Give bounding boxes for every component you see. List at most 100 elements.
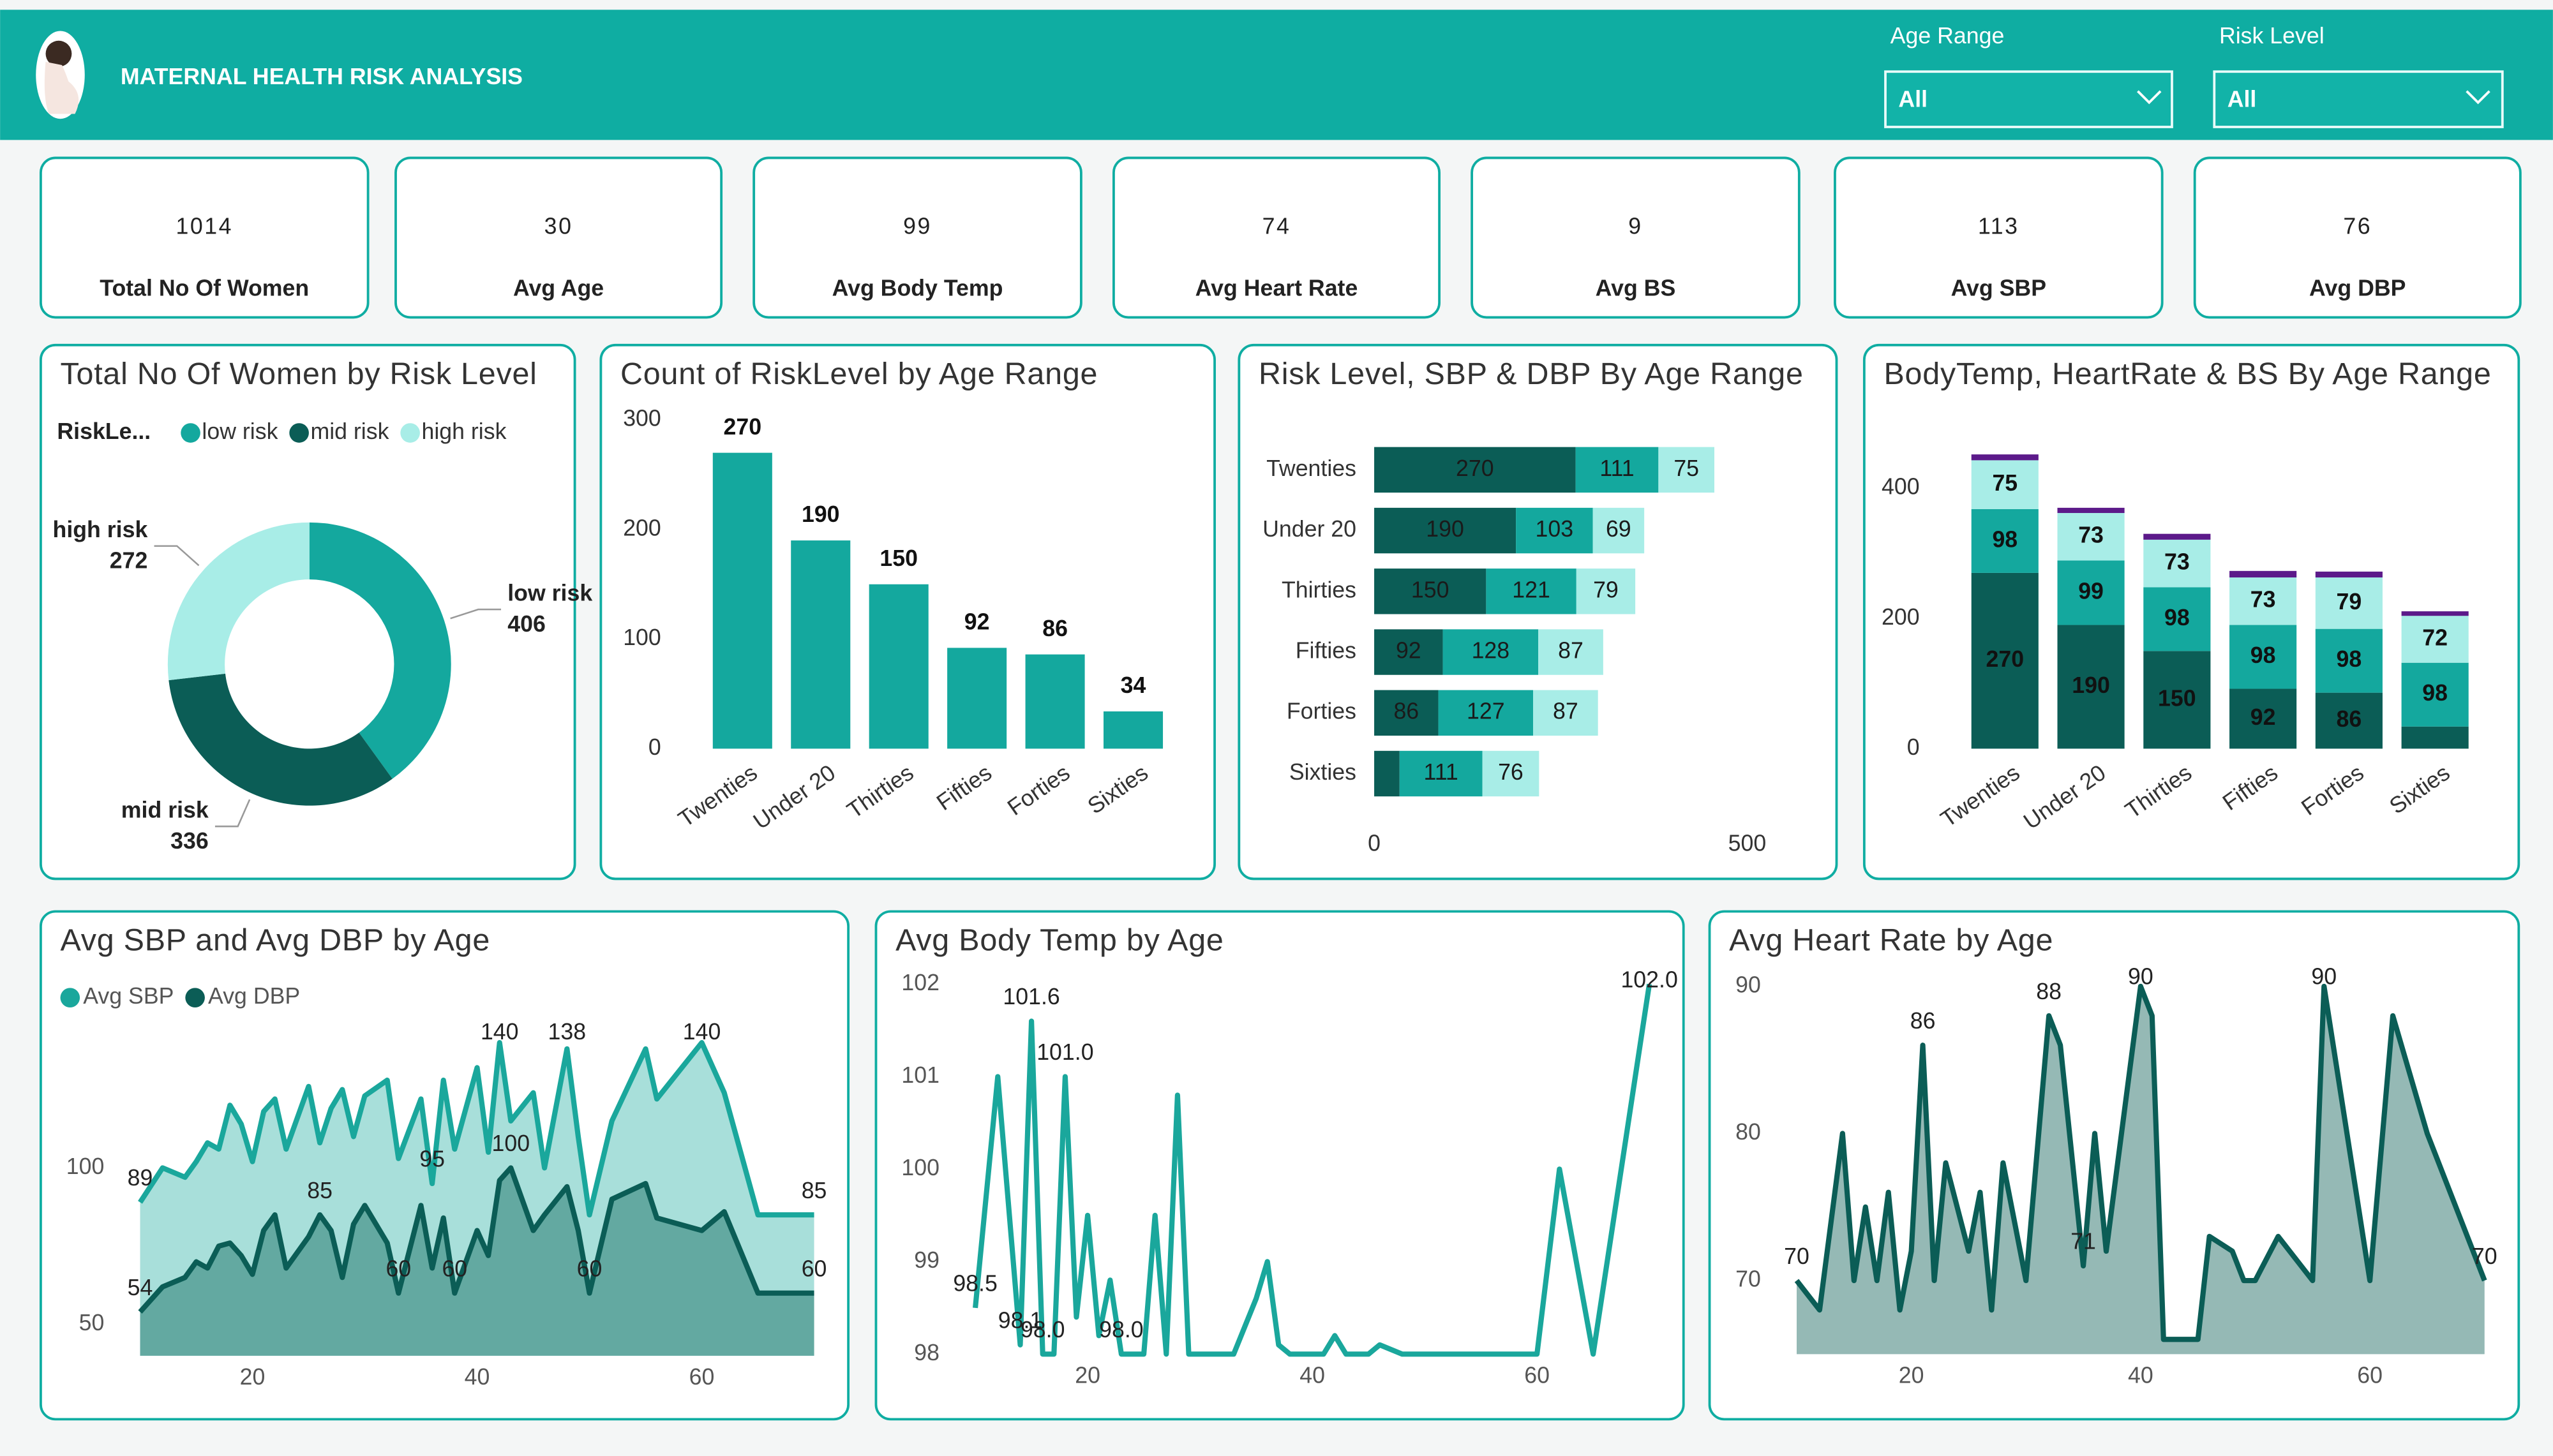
data-label: 89 bbox=[128, 1165, 153, 1191]
filter-label: Age Range bbox=[1890, 23, 2005, 48]
data-label: 102.0 bbox=[1621, 967, 1677, 993]
data-label: 92 bbox=[1396, 637, 1421, 663]
y-tick-label: Forties bbox=[1287, 699, 1356, 724]
x-tick-label: 40 bbox=[465, 1364, 490, 1390]
data-label: 98.0 bbox=[1099, 1317, 1144, 1342]
data-label: 99 bbox=[2078, 578, 2104, 604]
logo-icon bbox=[36, 31, 85, 119]
y-tick-label: Sixties bbox=[1289, 759, 1356, 785]
data-label: 54 bbox=[128, 1275, 153, 1300]
y-tick-label: 50 bbox=[79, 1310, 105, 1335]
bar-segment bbox=[2315, 571, 2383, 578]
data-label: 270 bbox=[1986, 646, 2025, 672]
bar bbox=[712, 452, 772, 749]
data-label: 111 bbox=[1424, 759, 1458, 785]
data-label: 98 bbox=[2250, 643, 2276, 668]
kpi-value: 30 bbox=[544, 214, 573, 239]
data-label: 92 bbox=[964, 609, 990, 635]
filter-label: Risk Level bbox=[2219, 23, 2325, 48]
bar-segment bbox=[1971, 509, 2039, 573]
data-label: 101.6 bbox=[1003, 984, 1059, 1009]
bar-segment bbox=[1442, 629, 1539, 675]
data-label: 60 bbox=[442, 1256, 467, 1281]
bar bbox=[947, 648, 1007, 749]
bar-segment bbox=[2057, 625, 2125, 749]
legend-label: low risk bbox=[202, 419, 278, 444]
legend-marker bbox=[185, 988, 205, 1007]
bar bbox=[791, 540, 851, 749]
y-tick-label: 100 bbox=[901, 1155, 940, 1180]
bar bbox=[1103, 711, 1164, 749]
legend-marker bbox=[289, 423, 309, 443]
y-tick-label: 80 bbox=[1735, 1119, 1761, 1145]
bar-segment bbox=[2229, 577, 2297, 625]
x-tick-label: 60 bbox=[2357, 1362, 2383, 1388]
kpi-label: Avg Age bbox=[513, 275, 604, 301]
y-tick-label: 90 bbox=[1735, 972, 1761, 997]
data-label: 76 bbox=[1498, 759, 1524, 785]
data-label: 98.1 bbox=[998, 1308, 1043, 1333]
data-label: 150 bbox=[1411, 577, 1449, 602]
data-label: 101.0 bbox=[1037, 1039, 1093, 1065]
y-tick-label: 0 bbox=[1907, 734, 1920, 760]
kpi-card bbox=[39, 156, 370, 319]
data-label: 60 bbox=[386, 1256, 411, 1281]
data-label: 121 bbox=[1512, 577, 1550, 602]
data-label: 86 bbox=[2337, 706, 2362, 732]
dropdown-chevron bbox=[2137, 90, 2162, 105]
data-label: 98.0 bbox=[1021, 1317, 1065, 1342]
bar-segment bbox=[1576, 568, 1636, 614]
data-label: 190 bbox=[1426, 516, 1464, 542]
donut-slice bbox=[309, 522, 451, 779]
kpi-card bbox=[1834, 156, 2164, 319]
data-label: 85 bbox=[802, 1178, 827, 1203]
y-tick-label: 70 bbox=[1735, 1266, 1761, 1291]
kpi-value: 9 bbox=[1628, 214, 1642, 239]
legend-label: mid risk bbox=[310, 419, 389, 444]
kpi-label: Avg SBP bbox=[1951, 275, 2046, 301]
bar-segment bbox=[1575, 447, 1659, 493]
y-tick-label: 300 bbox=[623, 406, 661, 431]
x-tick-label: 40 bbox=[2128, 1362, 2153, 1388]
filter-dropdown[interactable] bbox=[1884, 70, 2173, 128]
kpi-value: 113 bbox=[1978, 214, 2019, 239]
bar-segment bbox=[1482, 750, 1539, 797]
bar-segment bbox=[2401, 616, 2469, 663]
data-label: 150 bbox=[880, 546, 918, 571]
data-label: 270 bbox=[1456, 456, 1494, 481]
data-label: 140 bbox=[481, 1019, 519, 1044]
x-tick-label: 20 bbox=[1899, 1362, 1924, 1388]
area-fill bbox=[1797, 986, 2485, 1355]
x-tick-label: 20 bbox=[1075, 1362, 1100, 1388]
donut-slice bbox=[167, 522, 310, 681]
area-fill bbox=[140, 1168, 814, 1356]
filter-dropdown[interactable] bbox=[2213, 70, 2504, 128]
y-tick-label: 0 bbox=[648, 734, 661, 760]
kpi-value: 1014 bbox=[176, 214, 233, 239]
kpi-label: Avg BS bbox=[1596, 275, 1676, 301]
bar-segment bbox=[1374, 447, 1576, 493]
filter-value: All bbox=[2227, 87, 2257, 112]
series-line bbox=[138, 1165, 814, 1314]
data-label: 72 bbox=[2422, 625, 2448, 650]
series-line bbox=[1794, 983, 2487, 1342]
kpi-card bbox=[752, 156, 1082, 319]
data-label: 75 bbox=[1992, 470, 2018, 496]
y-tick-label: 98 bbox=[914, 1340, 940, 1365]
data-label: 71 bbox=[2070, 1229, 2096, 1254]
y-tick-label: 102 bbox=[901, 970, 940, 995]
leader-line bbox=[214, 799, 251, 828]
data-label: 75 bbox=[1673, 456, 1699, 481]
y-tick-label: 101 bbox=[901, 1062, 940, 1088]
slice-value: 336 bbox=[170, 828, 209, 854]
bar-segment bbox=[2143, 533, 2211, 540]
kpi-card bbox=[1471, 156, 1801, 319]
bar-segment bbox=[2057, 513, 2125, 561]
bar-segment bbox=[1486, 568, 1576, 614]
bar-segment bbox=[1532, 690, 1598, 736]
chart-title: Total No Of Women by Risk Level bbox=[61, 357, 537, 391]
bar-segment bbox=[1374, 507, 1516, 554]
bar-segment bbox=[2143, 539, 2211, 588]
data-label: 150 bbox=[2158, 685, 2196, 711]
kpi-label: Total No Of Women bbox=[100, 275, 309, 301]
